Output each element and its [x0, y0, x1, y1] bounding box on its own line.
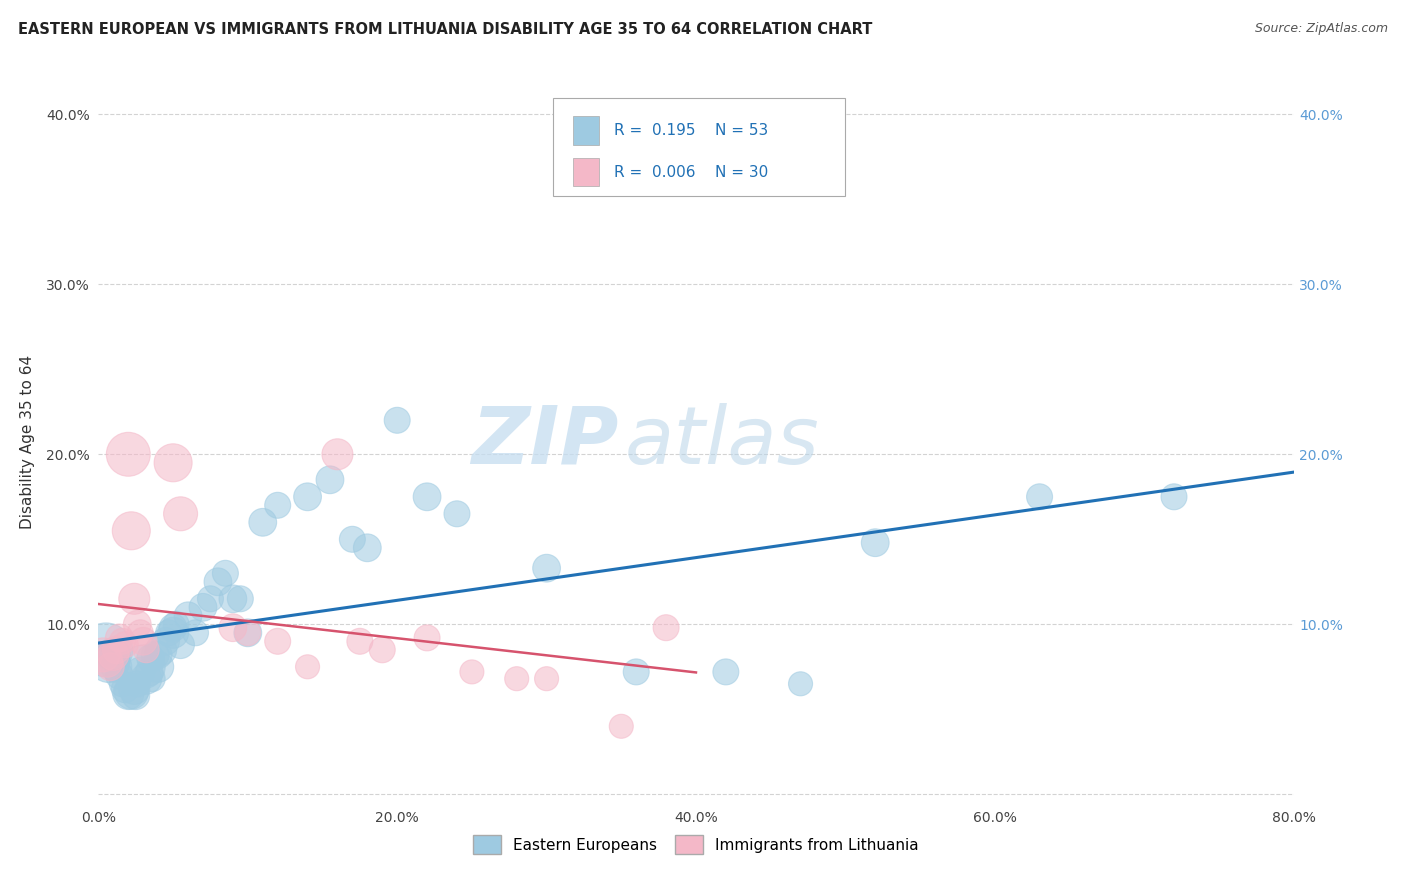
Point: [416, 490, 439, 504]
Point: [184, 625, 207, 640]
Point: [714, 665, 737, 679]
Point: [105, 660, 128, 674]
Point: [157, 625, 180, 640]
Point: [236, 625, 259, 640]
Point: [132, 660, 155, 674]
Point: [108, 631, 131, 645]
FancyBboxPatch shape: [572, 117, 599, 145]
Point: [138, 665, 160, 679]
Point: [222, 591, 245, 606]
Point: [98, 660, 122, 674]
Point: [222, 621, 245, 635]
Point: [506, 672, 529, 686]
Point: [385, 413, 409, 427]
Point: [127, 677, 149, 691]
Y-axis label: Disability Age 35 to 64: Disability Age 35 to 64: [20, 354, 35, 529]
Point: [297, 490, 319, 504]
Point: [416, 631, 439, 645]
Point: [169, 638, 191, 652]
Point: [91, 648, 114, 662]
Point: [150, 642, 173, 657]
FancyBboxPatch shape: [553, 98, 845, 196]
Text: Source: ZipAtlas.com: Source: ZipAtlas.com: [1254, 22, 1388, 36]
Point: [207, 574, 229, 589]
Point: [141, 672, 163, 686]
Point: [148, 648, 170, 662]
Point: [117, 447, 139, 461]
Point: [252, 516, 274, 530]
Point: [1163, 490, 1185, 504]
Point: [129, 625, 152, 640]
Point: [356, 541, 378, 555]
Legend: Eastern Europeans, Immigrants from Lithuania: Eastern Europeans, Immigrants from Lithu…: [467, 830, 925, 860]
Point: [129, 665, 152, 679]
Point: [135, 672, 157, 686]
Point: [165, 617, 187, 632]
Point: [124, 591, 146, 606]
Point: [103, 648, 125, 662]
Point: [214, 566, 236, 581]
Point: [536, 561, 558, 575]
Point: [114, 638, 136, 652]
Point: [297, 660, 319, 674]
Text: atlas: atlas: [624, 402, 820, 481]
Point: [120, 524, 142, 538]
Point: [229, 591, 252, 606]
Point: [169, 507, 191, 521]
Point: [135, 642, 157, 657]
Point: [162, 621, 184, 635]
Point: [143, 648, 166, 662]
Point: [1028, 490, 1050, 504]
Point: [124, 681, 146, 696]
Point: [114, 681, 136, 696]
Point: [125, 689, 148, 703]
Point: [117, 687, 139, 701]
Point: [111, 634, 134, 648]
Text: R =  0.006    N = 30: R = 0.006 N = 30: [613, 164, 768, 179]
Point: [371, 642, 394, 657]
Point: [446, 507, 468, 521]
Point: [97, 655, 120, 669]
Point: [267, 498, 290, 512]
Point: [610, 719, 633, 733]
Point: [789, 677, 811, 691]
Point: [655, 621, 678, 635]
Point: [105, 642, 128, 657]
Point: [127, 617, 149, 632]
Point: [155, 634, 177, 648]
Text: EASTERN EUROPEAN VS IMMIGRANTS FROM LITHUANIA DISABILITY AGE 35 TO 64 CORRELATIO: EASTERN EUROPEAN VS IMMIGRANTS FROM LITH…: [18, 22, 873, 37]
Point: [162, 625, 184, 640]
Point: [236, 625, 259, 640]
Point: [326, 447, 349, 461]
Text: ZIP: ZIP: [471, 402, 619, 481]
Point: [200, 591, 222, 606]
Point: [191, 600, 214, 615]
Point: [111, 677, 134, 691]
Point: [267, 634, 290, 648]
Point: [103, 648, 125, 662]
Point: [177, 608, 200, 623]
Point: [139, 651, 162, 665]
Point: [865, 535, 887, 549]
Point: [536, 672, 558, 686]
Point: [94, 642, 117, 657]
Point: [461, 665, 484, 679]
Point: [120, 685, 142, 699]
Point: [148, 660, 170, 674]
Point: [132, 634, 155, 648]
FancyBboxPatch shape: [572, 158, 599, 186]
Point: [342, 533, 364, 547]
Point: [349, 634, 371, 648]
Point: [162, 456, 184, 470]
Point: [319, 473, 342, 487]
Point: [626, 665, 648, 679]
Point: [108, 668, 131, 682]
Point: [96, 655, 118, 669]
Text: R =  0.195    N = 53: R = 0.195 N = 53: [613, 123, 768, 138]
